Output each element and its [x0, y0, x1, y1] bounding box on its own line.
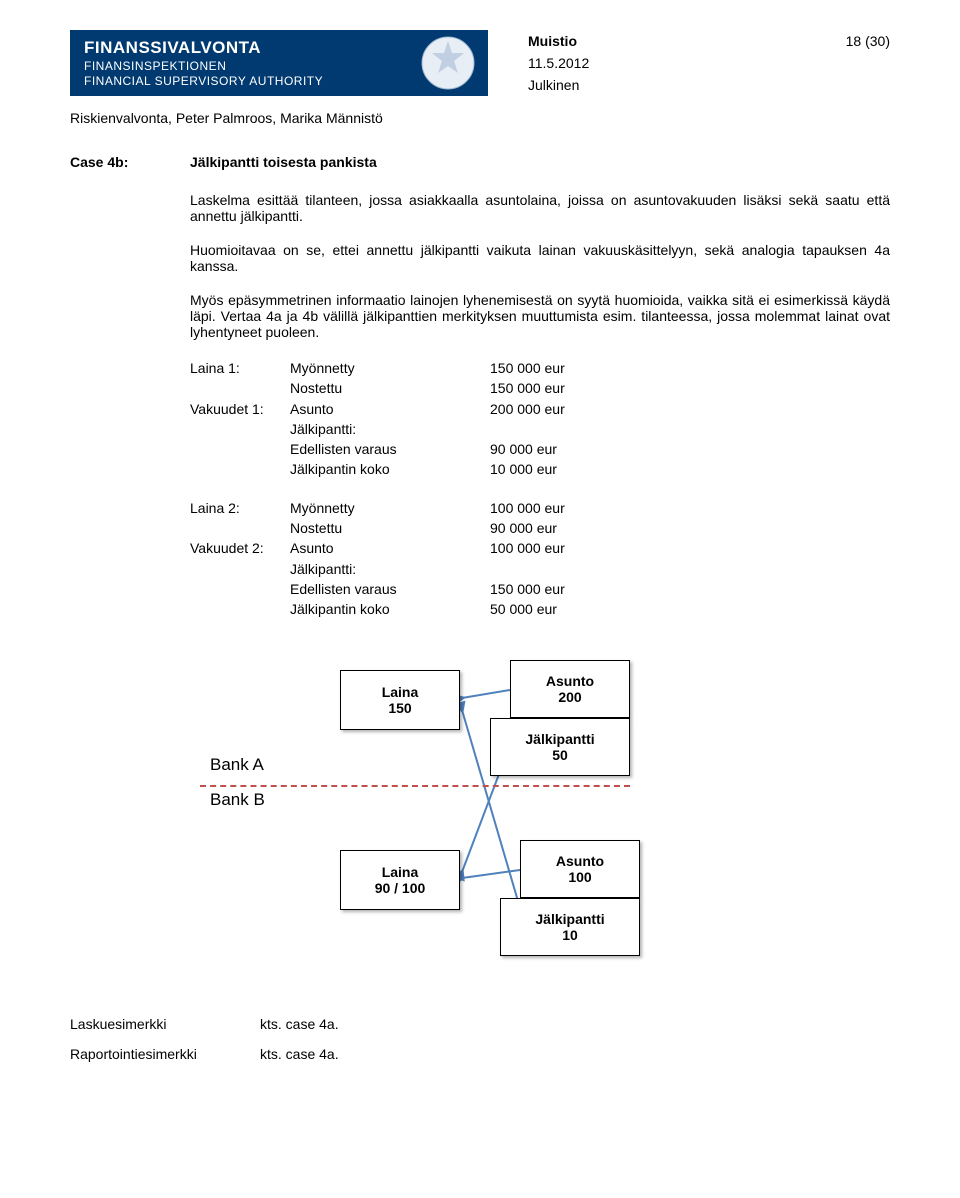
- diagram-arrows: [190, 650, 750, 980]
- box-asunto-2: Asunto 100: [520, 840, 640, 898]
- vak1-r2-k: Edellisten varaus: [290, 439, 490, 459]
- vak1-r2-v: 90 000 eur: [490, 439, 557, 459]
- loan1-label: Laina 1:: [190, 358, 290, 378]
- laina2-t2: 90 / 100: [375, 880, 426, 896]
- page-num: 18 (30): [846, 33, 890, 49]
- header-logo: FINANSSIVALVONTA FINANSINSPEKTIONEN FINA…: [70, 30, 408, 96]
- loan1-r1-k: Nostettu: [290, 378, 490, 398]
- vak1-r1-k: Jälkipantti:: [290, 419, 490, 439]
- vak2-r2-k: Edellisten varaus: [290, 579, 490, 599]
- logo-sub1: FINANSINSPEKTIONEN: [84, 59, 394, 73]
- author-line: Riskienvalvonta, Peter Palmroos, Marika …: [70, 110, 890, 126]
- jalki1-t2: 50: [552, 747, 568, 763]
- footer-r1-value: kts. case 4a.: [260, 1016, 339, 1032]
- asunto1-t2: 200: [558, 689, 581, 705]
- loan-1-block: Laina 1:Myönnetty150 000 eur Nostettu150…: [190, 358, 890, 480]
- loan2-r0-v: 100 000 eur: [490, 498, 565, 518]
- header-meta: Muistio 18 (30) 11.5.2012 Julkinen: [488, 30, 890, 96]
- footer: Laskuesimerkki kts. case 4a. Raportointi…: [70, 1016, 890, 1062]
- loan2-r1-v: 90 000 eur: [490, 518, 557, 538]
- case-label: Case 4b:: [70, 154, 190, 170]
- jalki2-t2: 10: [562, 927, 578, 943]
- vak1-r0-k: Asunto: [290, 399, 490, 419]
- doc-classification: Julkinen: [528, 77, 890, 93]
- emblem-icon: [408, 30, 488, 96]
- vak2-r3-v: 50 000 eur: [490, 599, 557, 619]
- para-3: Myös epäsymmetrinen informaatio lainojen…: [190, 292, 890, 340]
- vak2-r1-k: Jälkipantti:: [290, 559, 490, 579]
- logo-sub2: FINANCIAL SUPERVISORY AUTHORITY: [84, 74, 394, 88]
- case-heading: Case 4b: Jälkipantti toisesta pankista: [70, 154, 890, 170]
- header: FINANSSIVALVONTA FINANSINSPEKTIONEN FINA…: [70, 30, 890, 96]
- vak2-r0-k: Asunto: [290, 538, 490, 558]
- vak2-label: Vakuudet 2:: [190, 538, 290, 558]
- loan2-label: Laina 2:: [190, 498, 290, 518]
- doc-type: Muistio: [528, 33, 577, 49]
- box-laina-2: Laina 90 / 100: [340, 850, 460, 910]
- para-2: Huomioitavaa on se, ettei annettu jälkip…: [190, 242, 890, 274]
- asunto1-t1: Asunto: [546, 673, 594, 689]
- logo-main: FINANSSIVALVONTA: [84, 38, 394, 58]
- loan-2-block: Laina 2:Myönnetty100 000 eur Nostettu90 …: [190, 498, 890, 620]
- vak2-r2-v: 150 000 eur: [490, 579, 565, 599]
- vak1-r0-v: 200 000 eur: [490, 399, 565, 419]
- footer-r1-label: Laskuesimerkki: [70, 1016, 260, 1032]
- loan1-r0-v: 150 000 eur: [490, 358, 565, 378]
- box-jalki-2: Jälkipantti 10: [500, 898, 640, 956]
- bank-a-label: Bank A: [210, 755, 264, 775]
- vak2-r3-k: Jälkipantin koko: [290, 599, 490, 619]
- loan2-r0-k: Myönnetty: [290, 498, 490, 518]
- laina1-t2: 150: [388, 700, 411, 716]
- case-title: Jälkipantti toisesta pankista: [190, 154, 377, 170]
- bank-b-label: Bank B: [210, 790, 265, 810]
- loan2-r1-k: Nostettu: [290, 518, 490, 538]
- jalki2-t1: Jälkipantti: [535, 911, 604, 927]
- doc-date: 11.5.2012: [528, 55, 890, 71]
- asunto2-t2: 100: [568, 869, 591, 885]
- diagram: Bank A Bank B Laina 150 Asunto 200 Jälki…: [190, 650, 750, 980]
- asunto2-t1: Asunto: [556, 853, 604, 869]
- laina1-t1: Laina: [382, 684, 419, 700]
- footer-r2-label: Raportointiesimerkki: [70, 1046, 260, 1062]
- vak2-r0-v: 100 000 eur: [490, 538, 565, 558]
- vak1-label: Vakuudet 1:: [190, 399, 290, 419]
- box-asunto-1: Asunto 200: [510, 660, 630, 718]
- footer-r2-value: kts. case 4a.: [260, 1046, 339, 1062]
- vak1-r3-k: Jälkipantin koko: [290, 459, 490, 479]
- jalki1-t1: Jälkipantti: [525, 731, 594, 747]
- loan1-r1-v: 150 000 eur: [490, 378, 565, 398]
- box-laina-1: Laina 150: [340, 670, 460, 730]
- box-jalki-1: Jälkipantti 50: [490, 718, 630, 776]
- para-1: Laskelma esittää tilanteen, jossa asiakk…: [190, 192, 890, 224]
- vak1-r3-v: 10 000 eur: [490, 459, 557, 479]
- dash-divider: [200, 785, 630, 787]
- loan1-r0-k: Myönnetty: [290, 358, 490, 378]
- laina2-t1: Laina: [382, 864, 419, 880]
